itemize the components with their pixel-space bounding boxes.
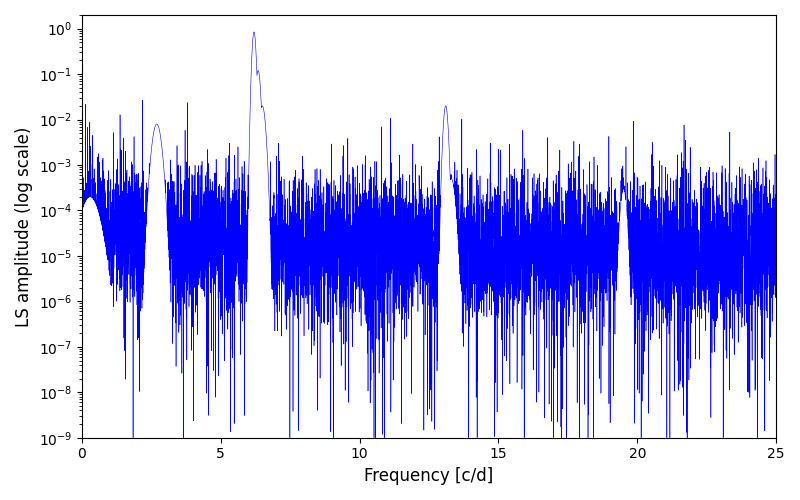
Y-axis label: LS amplitude (log scale): LS amplitude (log scale) xyxy=(15,126,33,326)
X-axis label: Frequency [c/d]: Frequency [c/d] xyxy=(364,467,494,485)
